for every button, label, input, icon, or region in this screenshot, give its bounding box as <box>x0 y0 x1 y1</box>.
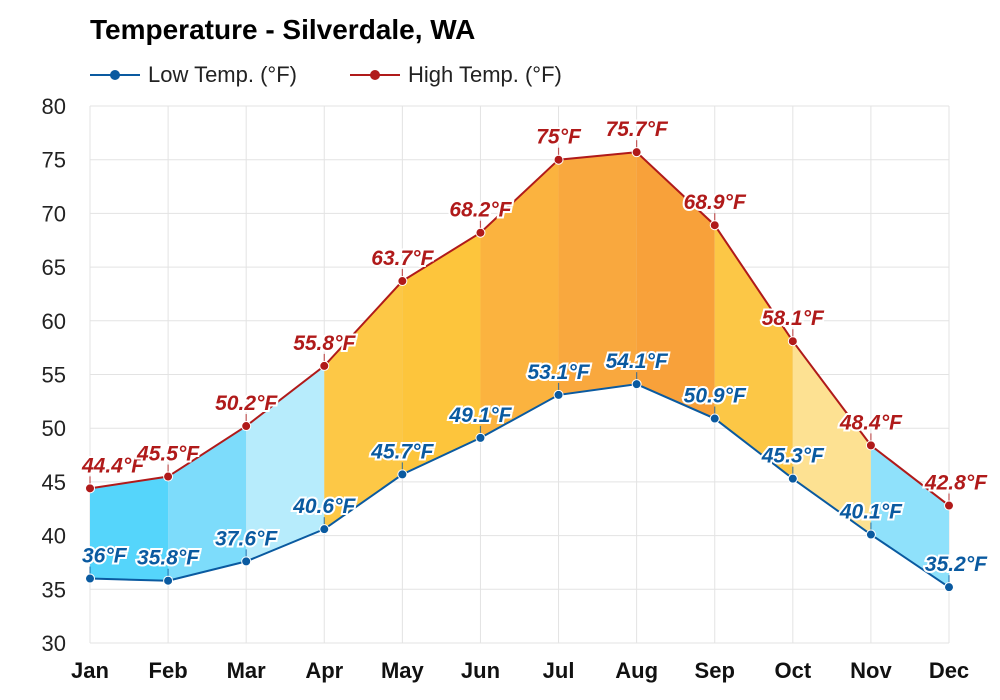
legend-dot-icon <box>110 70 120 80</box>
y-tick-label: 40 <box>42 524 66 549</box>
high-temp-point <box>241 421 252 432</box>
y-tick-label: 35 <box>42 577 66 602</box>
high-temp-point <box>865 440 876 451</box>
y-tick-label: 65 <box>42 255 66 280</box>
x-tick-label: Jul <box>543 658 575 683</box>
low-temp-point <box>865 529 876 540</box>
low-temp-line <box>89 383 950 588</box>
high-temp-label: 44.4°F <box>81 454 145 477</box>
low-temp-point <box>475 432 486 443</box>
high-temp-label: 75°F <box>536 126 582 149</box>
x-tick-label: Aug <box>615 658 658 683</box>
high-temp-point <box>787 336 798 347</box>
high-temp-point <box>553 154 564 165</box>
low-temp-label: 35.8°F <box>137 547 200 570</box>
y-tick-label: 75 <box>42 148 66 173</box>
low-temp-label: 40.1°F <box>839 501 903 524</box>
x-axis: Jan Feb Mar Apr May Jun Jul Aug Sep Oct Nov Dec <box>71 658 969 683</box>
temperature-band <box>792 341 871 535</box>
low-temp-label: 36°F <box>82 545 128 568</box>
low-temp-point <box>553 389 564 400</box>
low-temp-point <box>787 473 798 484</box>
low-temp-label: 45.3°F <box>761 445 825 468</box>
high-temp-point <box>475 227 486 238</box>
high-temp-label: 42.8°F <box>924 472 988 495</box>
x-tick-label: Oct <box>774 658 811 683</box>
high-temp-point <box>319 360 330 371</box>
high-temp-line <box>89 151 950 507</box>
temperature-band <box>636 152 715 419</box>
x-tick-label: Nov <box>850 658 892 683</box>
y-tick-label: 50 <box>42 416 66 441</box>
series-lines <box>89 151 950 588</box>
high-temp-point <box>163 471 174 482</box>
x-tick-label: Jan <box>71 658 109 683</box>
y-tick-label: 30 <box>42 631 66 656</box>
high-temp-label: 68.9°F <box>684 191 747 214</box>
x-tick-label: Mar <box>227 658 267 683</box>
x-tick-label: Dec <box>929 658 969 683</box>
low-temp-point <box>944 582 954 593</box>
low-temp-label: 45.7°F <box>370 440 434 463</box>
x-tick-label: Apr <box>305 658 343 683</box>
temperature-band <box>90 476 169 581</box>
high-temp-label: 68.2°F <box>449 199 512 222</box>
y-tick-label: 70 <box>42 201 66 226</box>
low-temp-label: 37.6°F <box>215 527 278 550</box>
x-tick-label: Feb <box>149 658 188 683</box>
x-tick-label: May <box>381 658 425 683</box>
temperature-band <box>324 281 403 530</box>
low-temp-point <box>397 469 408 480</box>
low-temp-label: 35.2°F <box>925 553 988 576</box>
high-temp-point <box>709 220 720 231</box>
high-temp-label: 45.5°F <box>136 443 200 466</box>
y-axis: 30 35 40 45 50 55 60 65 70 75 80 <box>42 94 66 656</box>
high-temp-point <box>397 276 408 287</box>
x-tick-label: Jun <box>461 658 500 683</box>
high-temp-label: 48.4°F <box>839 411 903 434</box>
legend-label-low: Low Temp. (°F) <box>148 62 297 87</box>
temperature-band <box>558 152 637 395</box>
low-temp-point <box>241 556 252 567</box>
high-temp-label: 50.2°F <box>215 392 278 415</box>
low-temp-point <box>709 413 720 424</box>
temperature-band <box>246 365 325 562</box>
low-temp-label: 50.9°F <box>684 385 747 408</box>
temperature-band <box>480 159 559 438</box>
temperature-band <box>714 225 793 479</box>
high-temp-label: 63.7°F <box>371 247 434 270</box>
temperature-band <box>402 232 481 475</box>
legend-label-high: High Temp. (°F) <box>408 62 562 87</box>
data-points <box>85 140 954 593</box>
low-temp-label: 49.1°F <box>448 404 512 427</box>
y-tick-label: 55 <box>42 363 66 388</box>
high-temp-point <box>944 500 954 511</box>
low-temp-label: 54.1°F <box>606 350 669 373</box>
low-temp-point <box>163 575 174 586</box>
legend-dot-icon <box>370 70 380 80</box>
low-temp-point <box>631 379 642 390</box>
temperature-bands <box>90 152 949 588</box>
low-temp-point <box>85 573 95 584</box>
y-tick-label: 60 <box>42 309 66 334</box>
data-labels: 36°F 35.8°F 37.6°F 40.6°F 45.7°F 49.1°F 53.1°F… <box>79 116 990 578</box>
high-temp-label: 55.8°F <box>293 332 356 355</box>
temperature-band <box>870 445 949 588</box>
low-temp-point <box>319 524 330 535</box>
high-temp-point <box>631 147 642 158</box>
low-temp-label: 40.6°F <box>292 495 356 518</box>
low-temp-label: 53.1°F <box>527 361 590 384</box>
y-tick-label: 80 <box>42 94 66 119</box>
y-tick-label: 45 <box>42 470 66 495</box>
x-tick-label: Sep <box>695 658 735 683</box>
chart-title: Temperature - Silverdale, WA <box>90 14 476 45</box>
high-temp-label: 75.7°F <box>606 118 669 141</box>
high-temp-point <box>85 483 95 494</box>
high-temp-label: 58.1°F <box>762 307 825 330</box>
